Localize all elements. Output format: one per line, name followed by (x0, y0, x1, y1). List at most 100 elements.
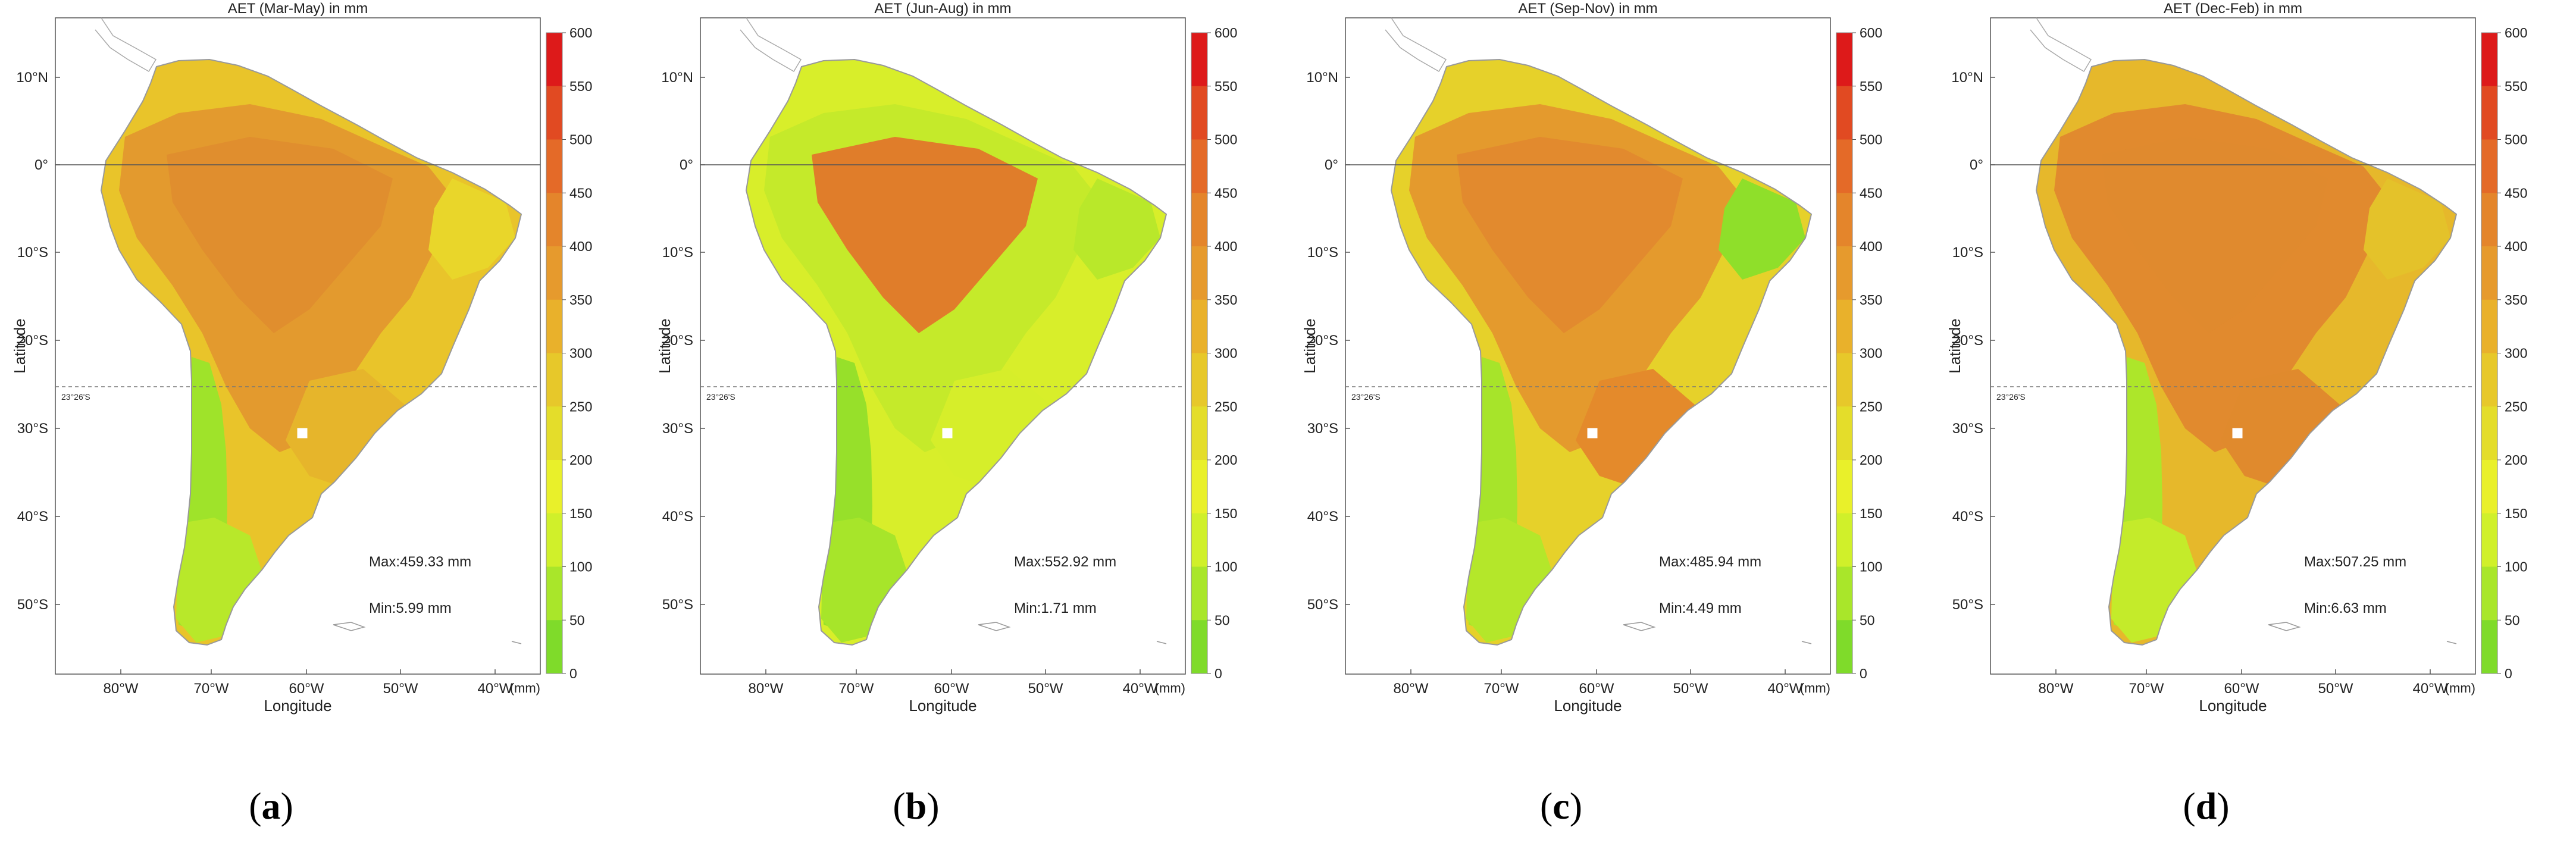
colorbar-tick-label: 600 (1215, 25, 1237, 40)
lat-tick-label: 10°N (1306, 70, 1338, 86)
lat-tick-label: 40°S (17, 509, 48, 525)
aet-zone-core (2102, 137, 2328, 333)
aet-zone-northeast (1073, 178, 1160, 280)
lon-tick-label: 50°W (1028, 681, 1063, 697)
colorbar-tick-label: 250 (569, 399, 592, 414)
colorbar-tick-label: 350 (1215, 292, 1237, 308)
colorbar-segment (2481, 139, 2497, 193)
colorbar-segment (1191, 246, 1207, 300)
panel-caption: (d) (2183, 785, 2230, 827)
colorbar-tick-label: 400 (569, 239, 592, 254)
aet-zone-patagonia (821, 518, 907, 643)
colorbar-segment (2481, 353, 2497, 407)
map-figure: AET (Sep-Nov) in mm 23°26'S 10°N 0° 10°S 20°S… (1301, 1, 1882, 715)
south-georgia (1801, 641, 1812, 644)
colorbar-tick-label: 500 (2505, 132, 2527, 148)
lat-tick-label: 30°S (17, 421, 48, 437)
lat-tick-label: 50°S (1307, 597, 1338, 613)
map-figure: AET (Jun-Aug) in mm 23°26'S 10°N 0° 10°S 20°S… (656, 1, 1237, 715)
colorbar-segment (1836, 513, 1852, 567)
colorbar-segment (1191, 353, 1207, 407)
coastline (745, 58, 1168, 646)
colorbar-tick-label: 550 (1860, 79, 1882, 94)
colorbar-segment (2481, 193, 2497, 247)
falkland-islands (978, 622, 1011, 631)
south-georgia (2446, 641, 2457, 644)
lon-tick-label: 40°W (1123, 681, 1158, 697)
max-value-label: Max:459.33 mm (369, 554, 471, 570)
colorbar-segment (546, 513, 562, 567)
min-value-label: Min:6.63 mm (2304, 600, 2387, 616)
colorbar-segment (1836, 193, 1852, 247)
central-america-outline (2030, 17, 2092, 73)
colorbar-segment (1191, 86, 1207, 140)
lon-tick-label: 70°W (194, 681, 229, 697)
colorbar-tick-label: 500 (1215, 132, 1237, 148)
colorbar-segment (546, 246, 562, 300)
lat-tick-label: 40°S (1307, 509, 1338, 525)
colorbar-tick-label: 450 (1215, 185, 1237, 200)
tropic-label: 23°26'S (1996, 392, 2026, 402)
aet-zone-core (167, 137, 393, 333)
colorbar-segment (1836, 139, 1852, 193)
panel-caption: (b) (893, 785, 940, 827)
aet-zone-core (812, 137, 1038, 333)
colorbar-segment (546, 620, 562, 674)
colorbar-tick-label: 600 (1860, 25, 1882, 40)
colorbar-tick-label: 100 (1215, 559, 1237, 575)
aet-field (2036, 59, 2456, 645)
lon-tick-label: 40°W (2413, 681, 2448, 697)
colorbar-unit-label: (mm) (1800, 681, 1830, 696)
aet-zone-core (1457, 137, 1683, 333)
panel-caption: (c) (1539, 785, 1583, 827)
aet-zone-patagonia (1466, 518, 1552, 643)
lat-tick-label: 10°S (1952, 245, 1983, 261)
colorbar-segment (1836, 566, 1852, 621)
y-axis-label: Latitude (1946, 318, 1964, 374)
colorbar-segment (1191, 299, 1207, 353)
colorbar-unit-label: (mm) (510, 681, 540, 696)
colorbar-segment (1836, 299, 1852, 353)
colorbar-tick-label: 300 (1860, 346, 1882, 361)
lon-tick-label: 50°W (2318, 681, 2353, 697)
lon-tick-label: 80°W (104, 681, 139, 697)
map-panel-a: AET (Mar-May) in mm 23°26'S 10°N 0° 10°S 20°S… (0, 0, 644, 849)
colorbar-tick-label: 550 (1215, 79, 1237, 94)
lon-tick-label: 80°W (2039, 681, 2074, 697)
colorbar-tick-label: 150 (569, 506, 592, 521)
colorbar-segment (2481, 513, 2497, 567)
coastline (100, 58, 522, 646)
colorbar-tick-label: 450 (2505, 185, 2527, 200)
colorbar-unit-label: (mm) (2445, 681, 2475, 696)
colorbar-segment (1836, 353, 1852, 407)
no-data-marker (2232, 428, 2243, 438)
colorbar-segment (1836, 460, 1852, 514)
lat-tick-label: 10°N (1951, 70, 1983, 86)
colorbar-tick-label: 300 (1215, 346, 1237, 361)
colorbar-tick-label: 150 (1860, 506, 1882, 521)
aet-zone-northeast (2364, 178, 2450, 280)
colorbar-tick-label: 0 (1860, 666, 1867, 681)
colorbar-tick-label: 0 (1215, 666, 1222, 681)
colorbar-tick-label: 200 (2505, 452, 2527, 468)
aet-zone-northeast (428, 178, 515, 280)
max-value-label: Max:507.25 mm (2304, 554, 2406, 570)
map-panel-b: AET (Jun-Aug) in mm 23°26'S 10°N 0° 10°S 20°S… (645, 0, 1289, 849)
colorbar-tick-label: 600 (2505, 25, 2527, 40)
max-value-label: Max:485.94 mm (1659, 554, 1761, 570)
south-georgia (511, 641, 522, 644)
colorbar-tick-label: 350 (1860, 292, 1882, 308)
lat-tick-label: 50°S (662, 597, 693, 613)
colorbar-segment (1191, 460, 1207, 514)
colorbar-segment (1191, 566, 1207, 621)
colorbar-tick-label: 150 (2505, 506, 2527, 521)
colorbar-tick-label: 250 (1860, 399, 1882, 414)
colorbar-segment (1191, 33, 1207, 87)
colorbar-segment (2481, 620, 2497, 674)
map-figure: AET (Mar-May) in mm 23°26'S 10°N 0° 10°S 20°S… (11, 1, 592, 715)
colorbar-segment (546, 33, 562, 87)
lat-tick-label: 10°N (16, 70, 48, 86)
lon-tick-label: 40°W (478, 681, 513, 697)
